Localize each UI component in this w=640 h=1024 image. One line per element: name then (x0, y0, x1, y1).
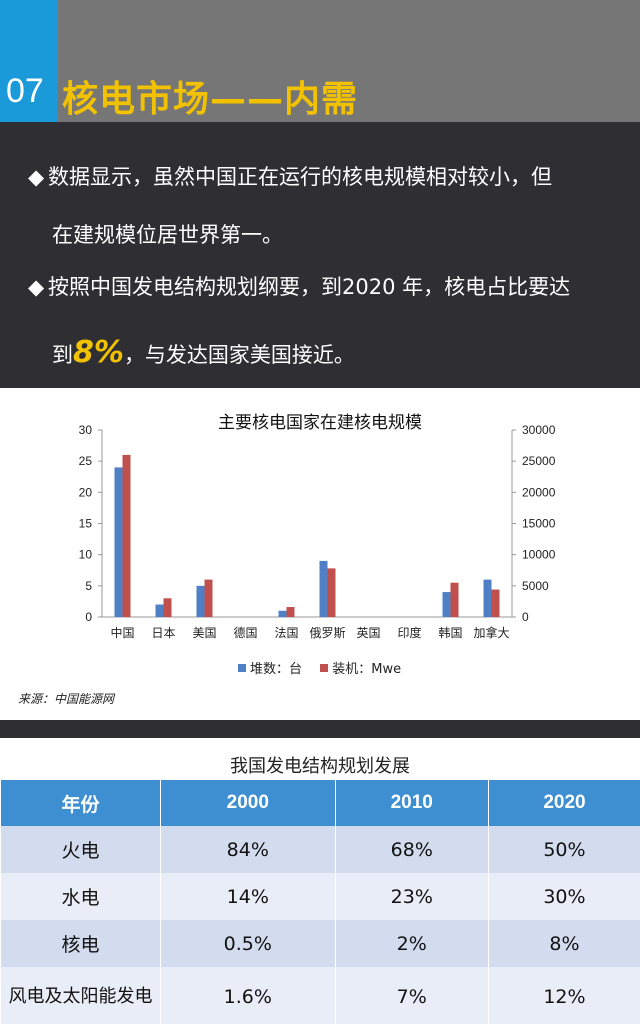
y-tick-label-left: 5 (85, 579, 92, 593)
bar-units (483, 579, 492, 617)
chart-panel: 主要核电国家在建核电规模 0 5 10 15 20 25 30 0 5000 10000 15000… (0, 388, 640, 720)
bar-capacity (491, 589, 500, 617)
table-row: 核电 0.5% 2% 8% (0, 920, 640, 967)
bullet-2-post: ，与发达国家美国接近。 (123, 343, 355, 367)
legend-swatch-capacity (320, 663, 329, 672)
bar-units (114, 467, 123, 617)
bar-chart: 0 5 10 15 20 25 30 0 5000 10000 15000 20000 25000 300… (79, 423, 556, 640)
y-tick-label-left: 20 (79, 485, 93, 499)
chart-title: 主要核电国家在建核电规模 (218, 413, 422, 433)
table-cell: 23% (334, 873, 489, 920)
bullet-1-line-2: 在建规模位居世界第一。 (52, 223, 283, 247)
bar-units (278, 610, 287, 617)
bullet-1-text: 数据显示，虽然中国正在运行的核电规模相对较小，但 (48, 165, 552, 189)
bar-units (196, 585, 205, 617)
bar-capacity (286, 607, 295, 617)
y-tick-label-left: 10 (79, 548, 93, 562)
legend-label-units: 堆数：台 (250, 662, 303, 677)
x-tick-label: 中国 (110, 625, 134, 640)
table-cell: 2% (334, 920, 489, 967)
table-header-cell: 2020 (487, 780, 640, 826)
y-tick-label-right: 10000 (522, 548, 556, 562)
x-tick-label: 德国 (233, 625, 257, 640)
table-cell: 14% (160, 873, 336, 920)
table-cell: 68% (334, 826, 489, 873)
bar-units (319, 560, 328, 617)
table-cell-label: 水电 (0, 873, 161, 920)
section-title: 核电市场——内需 (62, 79, 359, 120)
y-tick-label-right: 0 (522, 610, 529, 624)
y-tick-label-left: 0 (85, 610, 92, 624)
x-tick-label: 韩国 (438, 625, 462, 640)
section-number: 07 (6, 72, 44, 110)
table-header-row: 年份 2000 2010 2020 (0, 780, 640, 826)
highlight-percent: 8% (73, 335, 124, 370)
bar-capacity (327, 568, 336, 617)
table-header-cell: 年份 (0, 780, 161, 826)
y-tick-label-right: 5000 (522, 579, 549, 593)
chart-source: 来源：中国能源网 (18, 692, 115, 706)
table-cell-label: 核电 (0, 920, 161, 967)
legend-swatch-units (238, 663, 246, 672)
table-cell: 12% (487, 967, 640, 1024)
y-tick-label-right: 30000 (522, 423, 556, 437)
bar-capacity (122, 454, 131, 617)
header-bar: 07 核电市场——内需 (0, 0, 640, 122)
chart-legend: 堆数：台 装机：Mwe (238, 658, 401, 677)
bar-units (155, 604, 164, 617)
table-title: 我国发电结构规划发展 (230, 756, 410, 777)
bullet-2-line-1: ◆ 按照中国发电结构规划纲要，到2020 年，核电占比要达 (28, 272, 570, 302)
bullet-2-line-2: 到8%，与发达国家美国接近。 (52, 338, 355, 370)
y-tick-label-right: 20000 (522, 485, 556, 499)
table-cell: 1.6% (160, 967, 336, 1024)
table-row: 风电及太阳能发电 1.6% 7% 12% (0, 967, 640, 1024)
bullet-section: ◆ 数据显示，虽然中国正在运行的核电规模相对较小，但 在建规模位居世界第一。 ◆ 按… (0, 122, 640, 388)
y-tick-label-left: 25 (79, 454, 93, 468)
table-cell: 7% (334, 967, 489, 1024)
table-cell: 30% (487, 873, 640, 920)
x-tick-label: 加拿大 (473, 625, 509, 640)
table-cell: 0.5% (160, 920, 336, 967)
diamond-bullet-icon: ◆ (28, 275, 45, 299)
y-tick-label-left: 15 (79, 517, 93, 531)
bar-capacity (450, 582, 459, 617)
bar-capacity (163, 598, 172, 617)
table-cell-label: 风电及太阳能发电 (0, 967, 161, 1024)
bar-units (442, 592, 451, 617)
table-row: 水电 14% 23% 30% (0, 873, 640, 920)
table-cell: 84% (160, 826, 336, 873)
x-tick-label: 日本 (151, 626, 175, 640)
bullet-2-text: 按照中国发电结构规划纲要，到2020 年，核电占比要达 (48, 275, 571, 299)
header-accent-block (0, 0, 58, 122)
legend-label-capacity: 装机：Mwe (332, 662, 402, 677)
bullet-2-pre: 到 (52, 343, 73, 367)
table-header-cell: 2000 (160, 780, 336, 826)
y-tick-label-right: 25000 (522, 454, 556, 468)
table-title-bar (0, 738, 640, 780)
diamond-bullet-icon: ◆ (28, 165, 45, 189)
table-row: 火电 84% 68% 50% (0, 826, 640, 873)
table-cell: 8% (487, 920, 640, 967)
table-header-cell: 2010 (334, 780, 489, 826)
y-tick-label-right: 15000 (522, 517, 556, 531)
x-tick-label: 俄罗斯 (309, 626, 345, 640)
x-tick-label: 美国 (192, 626, 216, 640)
x-tick-label: 英国 (356, 626, 380, 640)
x-tick-label: 印度 (397, 625, 421, 640)
bullet-1-line-1: ◆ 数据显示，虽然中国正在运行的核电规模相对较小，但 (28, 162, 552, 192)
x-tick-label: 法国 (274, 626, 298, 640)
power-structure-table: 年份 2000 2010 2020 火电 84% 68% 50% 水电 14% … (0, 780, 640, 1024)
bar-capacity (204, 579, 213, 617)
y-tick-label-left: 30 (79, 423, 93, 437)
table-cell-label: 火电 (0, 826, 161, 873)
table-cell: 50% (487, 826, 640, 873)
